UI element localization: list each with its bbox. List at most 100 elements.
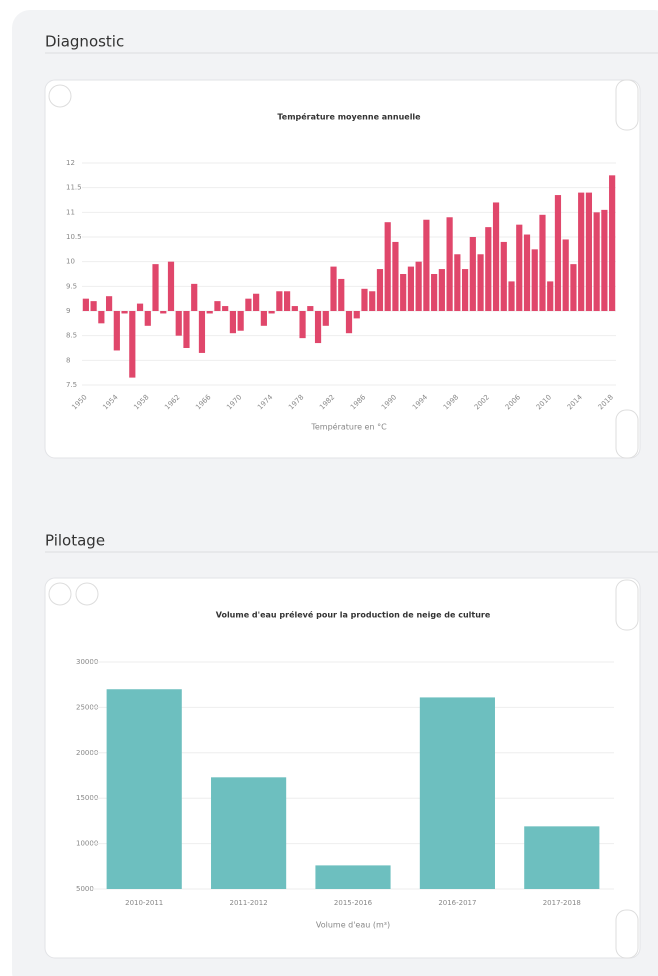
bar xyxy=(237,311,244,331)
bar xyxy=(415,261,422,311)
bar xyxy=(136,303,144,311)
bar xyxy=(183,311,190,348)
y-tick-label: 10 xyxy=(66,258,75,266)
bar xyxy=(524,826,600,889)
x-tick-label: 2011-2012 xyxy=(230,899,268,907)
bar xyxy=(152,264,159,311)
bar xyxy=(314,311,322,344)
icon-button[interactable] xyxy=(48,84,72,108)
bar xyxy=(492,202,500,311)
x-axis-label: Température en °C xyxy=(310,422,387,432)
chart-title: Volume d'eau prélevé pour la production … xyxy=(216,610,491,620)
bar xyxy=(214,301,221,311)
bar xyxy=(508,281,515,311)
chart-title: Température moyenne annuelle xyxy=(277,112,421,122)
y-tick-label: 10.5 xyxy=(66,233,82,241)
tool-button[interactable] xyxy=(615,79,639,131)
tool-button[interactable] xyxy=(615,409,639,459)
bar xyxy=(322,311,329,326)
bar xyxy=(283,291,291,311)
bar xyxy=(198,311,206,353)
bar xyxy=(98,311,105,324)
x-axis-label: Volume d'eau (m³) xyxy=(316,921,390,930)
bar xyxy=(376,269,384,311)
y-tick-label: 25000 xyxy=(76,703,98,711)
y-tick-label: 11 xyxy=(66,208,75,216)
bar xyxy=(485,227,492,311)
x-tick-label: 2010-2011 xyxy=(125,899,163,907)
bar xyxy=(431,274,438,311)
bar xyxy=(276,291,283,311)
y-tick-label: 11.5 xyxy=(66,184,82,192)
bar xyxy=(245,298,252,311)
bar xyxy=(315,865,391,889)
bar xyxy=(523,234,531,311)
bar xyxy=(446,217,453,311)
tool-button[interactable] xyxy=(615,579,639,631)
bar xyxy=(82,298,89,311)
bar xyxy=(353,311,360,319)
bar xyxy=(175,311,182,336)
y-tick-label: 15000 xyxy=(76,794,98,802)
bar xyxy=(268,311,275,314)
y-tick-label: 8.5 xyxy=(66,332,77,340)
bar xyxy=(585,192,593,311)
bar xyxy=(299,311,306,339)
bar xyxy=(469,237,476,311)
bar xyxy=(438,269,445,311)
x-tick-label: 2016-2017 xyxy=(438,899,476,907)
bar xyxy=(129,311,136,378)
tool-button[interactable] xyxy=(615,909,639,959)
section-title: Pilotage xyxy=(45,532,105,550)
bar xyxy=(113,311,120,351)
bar xyxy=(609,175,616,311)
bar xyxy=(167,261,175,311)
y-tick-label: 7.5 xyxy=(66,381,77,389)
bar xyxy=(206,311,213,314)
chart-card xyxy=(44,79,641,459)
bar xyxy=(539,214,546,311)
bar xyxy=(191,283,198,311)
bar xyxy=(407,266,415,311)
icon-button[interactable] xyxy=(48,582,72,606)
section-title: Diagnostic xyxy=(45,33,124,51)
x-tick-label: 2017-2018 xyxy=(543,899,581,907)
y-tick-label: 8 xyxy=(66,356,70,364)
bar xyxy=(423,219,430,311)
bar xyxy=(601,209,608,311)
y-tick-label: 9.5 xyxy=(66,282,77,290)
bar xyxy=(90,301,97,311)
bar xyxy=(307,306,314,311)
y-tick-label: 9 xyxy=(66,307,70,315)
bar xyxy=(516,224,523,311)
y-tick-label: 5000 xyxy=(76,885,94,893)
icon-button[interactable] xyxy=(75,582,99,606)
bar xyxy=(260,311,267,326)
bar xyxy=(392,241,399,311)
bar xyxy=(531,249,538,311)
bar xyxy=(121,311,128,314)
bar xyxy=(454,254,461,311)
bar xyxy=(361,288,368,311)
bar xyxy=(554,195,562,311)
bar xyxy=(229,311,237,334)
y-tick-label: 30000 xyxy=(76,658,98,666)
bar xyxy=(593,212,600,311)
y-tick-label: 10000 xyxy=(76,840,98,848)
y-tick-label: 12 xyxy=(66,159,75,167)
bar xyxy=(369,291,376,311)
bar xyxy=(419,697,495,889)
bar xyxy=(547,281,554,311)
bar xyxy=(291,306,298,311)
bar xyxy=(461,269,469,311)
bar xyxy=(253,293,260,311)
bar xyxy=(330,266,337,311)
x-tick-label: 2015-2016 xyxy=(334,899,373,907)
bar xyxy=(222,306,229,311)
bar xyxy=(106,689,182,889)
bar xyxy=(477,254,484,311)
bar xyxy=(400,274,407,311)
bar xyxy=(562,239,569,311)
bar xyxy=(384,222,391,311)
